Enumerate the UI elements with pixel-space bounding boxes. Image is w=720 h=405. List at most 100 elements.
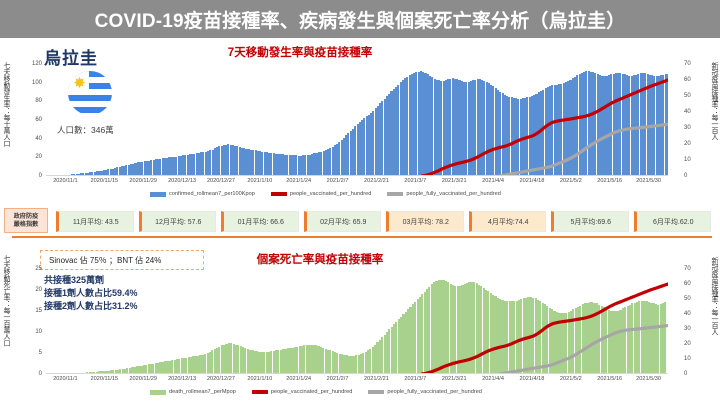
bar	[175, 156, 178, 176]
bar	[319, 347, 322, 374]
bar	[299, 155, 302, 176]
bar	[578, 73, 581, 176]
bar	[211, 350, 214, 374]
bar	[630, 75, 633, 176]
bar	[637, 73, 640, 176]
legend-label: confirmed_rollmean7_per100Kpop	[169, 191, 255, 197]
bar	[512, 97, 515, 176]
legend-label: people_fully_vaccinated_per_hundred	[406, 191, 501, 197]
bar	[362, 353, 365, 374]
bar	[107, 169, 110, 176]
bar	[567, 311, 570, 374]
bar	[231, 145, 234, 176]
bar	[206, 151, 210, 176]
bar	[586, 302, 589, 374]
bar	[178, 358, 181, 374]
y-tick: 20	[35, 154, 42, 161]
y-tick: 0	[38, 173, 42, 179]
y2-tick: 50	[684, 296, 691, 302]
bar	[256, 351, 259, 374]
stringency-cell: 03月平均: 78.2	[386, 211, 464, 232]
bar	[425, 289, 429, 374]
bar	[82, 173, 85, 176]
bar	[444, 281, 447, 374]
bar	[147, 364, 150, 374]
bar	[567, 80, 570, 176]
bar	[154, 363, 157, 374]
bar	[86, 172, 89, 176]
bar	[508, 96, 511, 176]
vaccine-stat-dose2: 接種2劑人數占比31.2%	[44, 301, 138, 312]
bar	[456, 79, 459, 176]
stringency-cell: 6月平均.62.0	[633, 211, 711, 232]
bar	[367, 114, 370, 176]
bar	[617, 72, 620, 176]
x-tick: 2020/11/29	[129, 178, 157, 184]
chart-top-plot-area	[46, 64, 668, 176]
bar	[612, 73, 615, 176]
bar	[641, 73, 645, 176]
bar	[657, 304, 660, 374]
bar	[111, 168, 114, 176]
bar	[584, 303, 587, 374]
bar	[168, 157, 171, 176]
bar	[123, 165, 126, 176]
bar	[326, 349, 330, 374]
bar	[232, 343, 235, 374]
bar	[385, 96, 388, 176]
bar	[139, 162, 142, 176]
bar	[324, 150, 327, 176]
bar	[626, 75, 629, 176]
bar	[244, 347, 247, 374]
bar	[447, 79, 450, 176]
bar	[333, 352, 337, 374]
bar	[259, 151, 262, 176]
bar	[381, 100, 384, 176]
bar	[605, 75, 608, 176]
bar	[664, 302, 667, 374]
bar	[522, 297, 525, 374]
bar	[483, 80, 486, 176]
bar	[349, 130, 352, 176]
bar	[310, 344, 313, 374]
bar	[336, 143, 339, 176]
x-tick: 2021/2/21	[363, 376, 389, 382]
bar	[414, 301, 417, 374]
bar	[206, 353, 209, 374]
bar	[223, 344, 226, 374]
y2-tick: 10	[684, 356, 691, 362]
bar	[270, 153, 273, 176]
bar	[631, 303, 634, 374]
bar	[352, 355, 355, 374]
bar	[424, 72, 427, 176]
bar	[204, 151, 207, 176]
bar	[541, 302, 544, 374]
title-bar: COVID-19疫苗接種率、疾病發生與個案死亡率分析（烏拉圭）	[0, 0, 720, 38]
y-tick: 60	[35, 117, 42, 123]
death-vaccination-chart: 個案死亡率與疫苗接種率 七天移動死亡率：每一百萬人口 新冠疫苗接種率：每一百人 …	[0, 245, 720, 405]
government-stringency-band: 政府防疫 嚴格指數 11月平均: 43.5 12月平均: 57.6 01月平均: 6…	[0, 207, 720, 239]
stringency-cell: 11月平均: 43.5	[56, 211, 134, 232]
bar	[402, 314, 405, 374]
bar	[89, 172, 92, 176]
bar	[388, 93, 391, 176]
bar	[237, 345, 240, 374]
bar	[234, 344, 237, 374]
bar	[284, 154, 287, 176]
bar	[126, 368, 129, 374]
incidence-vaccination-chart: 7天移動發生率與疫苗接種率 七天移動發生率：每十萬人口 新冠疫苗接種率：每一百人…	[0, 38, 720, 208]
page-title: COVID-19疫苗接種率、疾病發生與個案死亡率分析（烏拉圭）	[94, 10, 626, 32]
legend-item: people_vaccinated_per_hundred	[270, 191, 371, 197]
bar	[451, 78, 454, 176]
bar	[400, 316, 403, 374]
bar	[272, 350, 275, 374]
y2-tick: 60	[684, 281, 691, 287]
chart-top-legend: confirmed_rollmean7_per100Kpop people_vac…	[150, 191, 501, 197]
bar	[143, 161, 146, 176]
bar	[80, 173, 83, 176]
bar	[123, 368, 127, 374]
chart-top-axis-line	[46, 175, 668, 176]
x-tick: 2021/4/18	[519, 178, 545, 184]
vaccine-stat-dose1: 接種1劑人數占比59.4%	[44, 288, 138, 299]
bar	[348, 355, 351, 374]
